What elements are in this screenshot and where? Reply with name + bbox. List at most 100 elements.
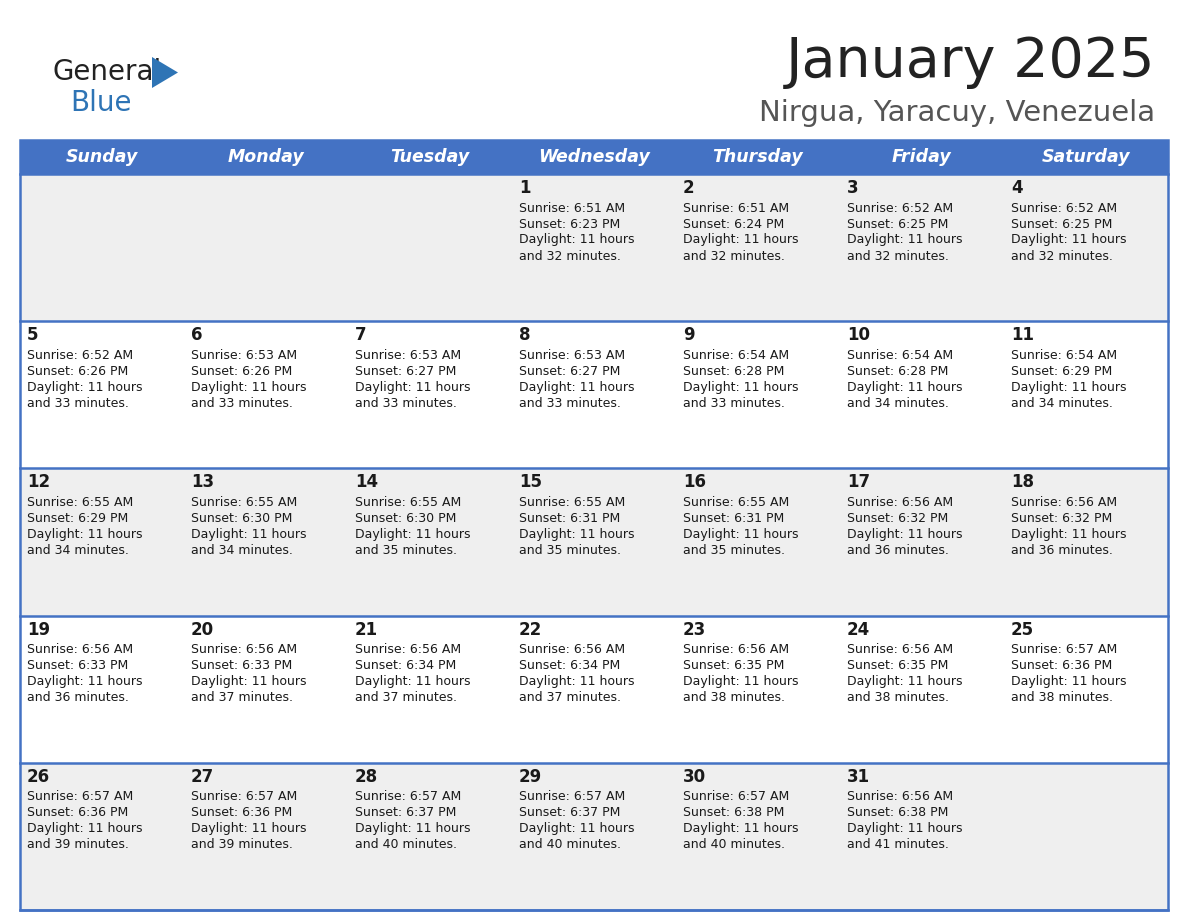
- Text: Daylight: 11 hours: Daylight: 11 hours: [683, 528, 798, 541]
- Text: Daylight: 11 hours: Daylight: 11 hours: [355, 381, 470, 394]
- Text: Sunset: 6:23 PM: Sunset: 6:23 PM: [519, 218, 620, 230]
- Text: Sunrise: 6:56 AM: Sunrise: 6:56 AM: [847, 496, 953, 509]
- Text: General: General: [52, 58, 162, 86]
- Text: and 36 minutes.: and 36 minutes.: [1011, 543, 1113, 557]
- Text: 3: 3: [847, 179, 859, 197]
- Text: 7: 7: [355, 326, 367, 344]
- Text: and 38 minutes.: and 38 minutes.: [683, 691, 785, 704]
- Text: Sunrise: 6:57 AM: Sunrise: 6:57 AM: [27, 790, 133, 803]
- Text: Daylight: 11 hours: Daylight: 11 hours: [683, 675, 798, 688]
- Text: Sunset: 6:25 PM: Sunset: 6:25 PM: [847, 218, 948, 230]
- Text: and 33 minutes.: and 33 minutes.: [519, 397, 621, 409]
- Text: Sunset: 6:28 PM: Sunset: 6:28 PM: [683, 364, 784, 377]
- Text: Sunrise: 6:53 AM: Sunrise: 6:53 AM: [519, 349, 625, 362]
- Text: and 40 minutes.: and 40 minutes.: [519, 838, 621, 851]
- Text: Sunrise: 6:51 AM: Sunrise: 6:51 AM: [519, 201, 625, 215]
- Text: Tuesday: Tuesday: [391, 148, 469, 166]
- Bar: [20, 140, 1168, 910]
- Text: 8: 8: [519, 326, 531, 344]
- Text: and 41 minutes.: and 41 minutes.: [847, 838, 949, 851]
- Text: Sunrise: 6:56 AM: Sunrise: 6:56 AM: [847, 790, 953, 803]
- Text: Sunset: 6:33 PM: Sunset: 6:33 PM: [27, 659, 128, 672]
- Text: Wednesday: Wednesday: [538, 148, 650, 166]
- Text: Sunrise: 6:52 AM: Sunrise: 6:52 AM: [27, 349, 133, 362]
- Text: Daylight: 11 hours: Daylight: 11 hours: [847, 381, 962, 394]
- Text: Sunrise: 6:56 AM: Sunrise: 6:56 AM: [683, 644, 789, 656]
- Text: Sunrise: 6:56 AM: Sunrise: 6:56 AM: [27, 644, 133, 656]
- Text: Sunrise: 6:55 AM: Sunrise: 6:55 AM: [355, 496, 461, 509]
- Text: Daylight: 11 hours: Daylight: 11 hours: [1011, 381, 1126, 394]
- Text: and 34 minutes.: and 34 minutes.: [1011, 397, 1113, 409]
- Text: Sunset: 6:26 PM: Sunset: 6:26 PM: [27, 364, 128, 377]
- Text: 1: 1: [519, 179, 531, 197]
- Text: Sunrise: 6:57 AM: Sunrise: 6:57 AM: [1011, 644, 1117, 656]
- Text: Sunrise: 6:54 AM: Sunrise: 6:54 AM: [847, 349, 953, 362]
- Text: Sunrise: 6:56 AM: Sunrise: 6:56 AM: [355, 644, 461, 656]
- Text: Sunset: 6:27 PM: Sunset: 6:27 PM: [355, 364, 456, 377]
- Text: and 33 minutes.: and 33 minutes.: [191, 397, 293, 409]
- Text: Daylight: 11 hours: Daylight: 11 hours: [191, 823, 307, 835]
- Text: Sunday: Sunday: [65, 148, 138, 166]
- Text: Daylight: 11 hours: Daylight: 11 hours: [847, 675, 962, 688]
- Text: 2: 2: [683, 179, 695, 197]
- Text: Sunrise: 6:55 AM: Sunrise: 6:55 AM: [27, 496, 133, 509]
- Text: Sunrise: 6:52 AM: Sunrise: 6:52 AM: [847, 201, 953, 215]
- Text: Daylight: 11 hours: Daylight: 11 hours: [1011, 675, 1126, 688]
- Text: and 36 minutes.: and 36 minutes.: [27, 691, 128, 704]
- Text: Sunset: 6:30 PM: Sunset: 6:30 PM: [355, 512, 456, 525]
- Text: Friday: Friday: [892, 148, 952, 166]
- Text: Sunrise: 6:55 AM: Sunrise: 6:55 AM: [191, 496, 297, 509]
- Text: 6: 6: [191, 326, 202, 344]
- Text: Nirgua, Yaracuy, Venezuela: Nirgua, Yaracuy, Venezuela: [759, 99, 1155, 127]
- Text: 9: 9: [683, 326, 695, 344]
- Text: 30: 30: [683, 767, 706, 786]
- Text: 22: 22: [519, 621, 542, 639]
- Text: Sunset: 6:31 PM: Sunset: 6:31 PM: [519, 512, 620, 525]
- Text: 14: 14: [355, 474, 378, 491]
- Text: Sunset: 6:26 PM: Sunset: 6:26 PM: [191, 364, 292, 377]
- Text: Sunrise: 6:56 AM: Sunrise: 6:56 AM: [191, 644, 297, 656]
- Text: Sunrise: 6:55 AM: Sunrise: 6:55 AM: [519, 496, 625, 509]
- Text: Sunset: 6:38 PM: Sunset: 6:38 PM: [683, 806, 784, 819]
- Text: 21: 21: [355, 621, 378, 639]
- Text: Sunrise: 6:53 AM: Sunrise: 6:53 AM: [191, 349, 297, 362]
- Text: Daylight: 11 hours: Daylight: 11 hours: [683, 233, 798, 247]
- Text: 16: 16: [683, 474, 706, 491]
- Text: Sunset: 6:36 PM: Sunset: 6:36 PM: [191, 806, 292, 819]
- Polygon shape: [152, 57, 178, 88]
- Text: Sunrise: 6:55 AM: Sunrise: 6:55 AM: [683, 496, 789, 509]
- Text: and 38 minutes.: and 38 minutes.: [847, 691, 949, 704]
- Text: Daylight: 11 hours: Daylight: 11 hours: [27, 675, 143, 688]
- Text: 19: 19: [27, 621, 50, 639]
- Text: Sunrise: 6:57 AM: Sunrise: 6:57 AM: [355, 790, 461, 803]
- Text: and 33 minutes.: and 33 minutes.: [355, 397, 457, 409]
- Text: Sunset: 6:32 PM: Sunset: 6:32 PM: [1011, 512, 1112, 525]
- Text: Daylight: 11 hours: Daylight: 11 hours: [191, 675, 307, 688]
- Text: Sunset: 6:24 PM: Sunset: 6:24 PM: [683, 218, 784, 230]
- Text: Daylight: 11 hours: Daylight: 11 hours: [683, 823, 798, 835]
- Text: 27: 27: [191, 767, 214, 786]
- Text: Sunset: 6:33 PM: Sunset: 6:33 PM: [191, 659, 292, 672]
- Text: and 39 minutes.: and 39 minutes.: [191, 838, 293, 851]
- Text: and 40 minutes.: and 40 minutes.: [683, 838, 785, 851]
- Text: Sunset: 6:25 PM: Sunset: 6:25 PM: [1011, 218, 1112, 230]
- Text: 24: 24: [847, 621, 871, 639]
- Text: Sunrise: 6:56 AM: Sunrise: 6:56 AM: [1011, 496, 1117, 509]
- Text: 11: 11: [1011, 326, 1034, 344]
- Text: Daylight: 11 hours: Daylight: 11 hours: [519, 528, 634, 541]
- Text: 10: 10: [847, 326, 870, 344]
- Text: Sunrise: 6:57 AM: Sunrise: 6:57 AM: [683, 790, 789, 803]
- Text: Daylight: 11 hours: Daylight: 11 hours: [519, 233, 634, 247]
- Text: Daylight: 11 hours: Daylight: 11 hours: [519, 675, 634, 688]
- Text: 18: 18: [1011, 474, 1034, 491]
- Text: Daylight: 11 hours: Daylight: 11 hours: [847, 823, 962, 835]
- Text: Daylight: 11 hours: Daylight: 11 hours: [27, 381, 143, 394]
- Text: Daylight: 11 hours: Daylight: 11 hours: [191, 528, 307, 541]
- Text: and 35 minutes.: and 35 minutes.: [355, 543, 457, 557]
- Text: Sunrise: 6:54 AM: Sunrise: 6:54 AM: [683, 349, 789, 362]
- Text: Sunset: 6:36 PM: Sunset: 6:36 PM: [1011, 659, 1112, 672]
- Text: and 32 minutes.: and 32 minutes.: [519, 250, 621, 263]
- Text: Sunset: 6:27 PM: Sunset: 6:27 PM: [519, 364, 620, 377]
- Text: Sunrise: 6:52 AM: Sunrise: 6:52 AM: [1011, 201, 1117, 215]
- Text: and 33 minutes.: and 33 minutes.: [683, 397, 785, 409]
